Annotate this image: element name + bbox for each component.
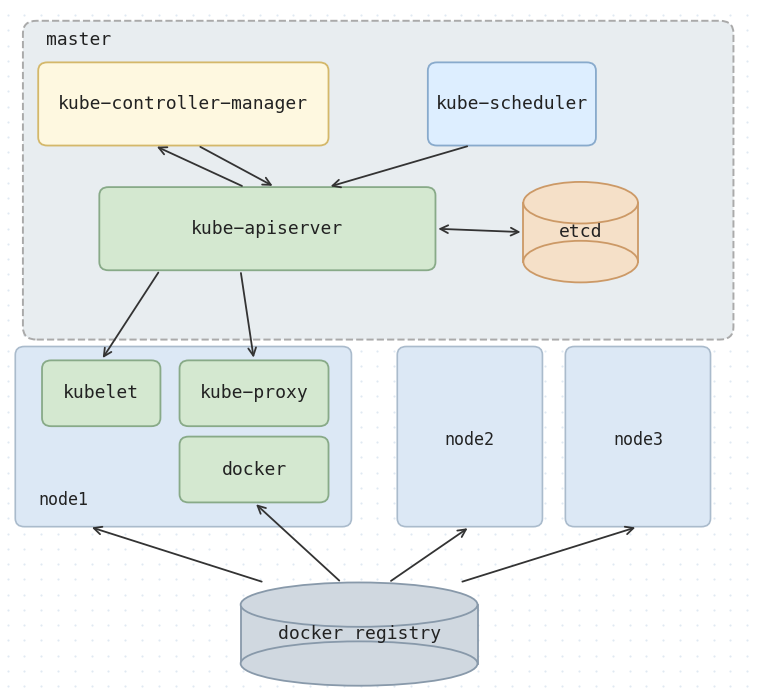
Ellipse shape xyxy=(241,582,478,626)
Bar xyxy=(523,202,638,261)
Text: node3: node3 xyxy=(613,431,663,449)
FancyBboxPatch shape xyxy=(99,187,435,270)
Text: kube−scheduler: kube−scheduler xyxy=(435,95,588,113)
Text: kubelet: kubelet xyxy=(63,385,139,402)
Ellipse shape xyxy=(241,642,478,686)
FancyBboxPatch shape xyxy=(180,437,329,502)
Text: node2: node2 xyxy=(445,431,495,449)
FancyBboxPatch shape xyxy=(38,62,329,146)
FancyBboxPatch shape xyxy=(397,346,542,527)
FancyBboxPatch shape xyxy=(15,346,351,527)
Ellipse shape xyxy=(523,240,638,283)
Text: docker: docker xyxy=(222,461,286,478)
Text: kube−proxy: kube−proxy xyxy=(199,385,309,402)
Bar xyxy=(241,604,478,664)
Text: kube−controller−manager: kube−controller−manager xyxy=(58,95,309,113)
Text: master: master xyxy=(46,31,111,49)
FancyBboxPatch shape xyxy=(428,62,596,146)
FancyBboxPatch shape xyxy=(42,360,160,426)
Text: docker registry: docker registry xyxy=(277,625,441,643)
Ellipse shape xyxy=(523,182,638,223)
Text: kube−apiserver: kube−apiserver xyxy=(191,220,344,238)
FancyBboxPatch shape xyxy=(565,346,711,527)
Text: etcd: etcd xyxy=(559,223,602,241)
FancyBboxPatch shape xyxy=(180,360,329,426)
Text: node1: node1 xyxy=(38,491,88,509)
FancyBboxPatch shape xyxy=(23,21,733,340)
